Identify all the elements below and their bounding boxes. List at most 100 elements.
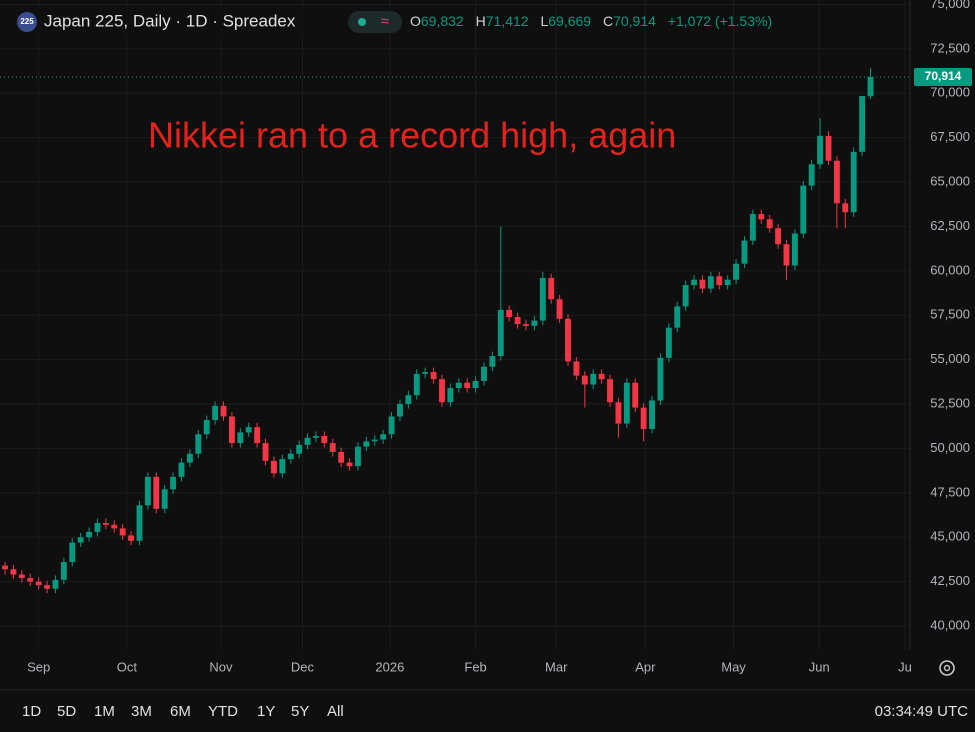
range-button[interactable]: 6M <box>170 703 191 720</box>
candle-body <box>766 219 773 229</box>
last-price-label: 70,914 <box>925 69 962 83</box>
candle-body <box>186 453 193 463</box>
range-button[interactable]: 5D <box>57 703 76 720</box>
candle-body <box>338 451 345 463</box>
candle-body <box>539 277 546 321</box>
candle-body <box>195 434 202 454</box>
candle-body <box>808 164 815 186</box>
symbol-title[interactable]: Japan 225, Daily · 1D · Spreadex <box>44 11 296 30</box>
candle-body <box>607 379 613 403</box>
range-button[interactable]: YTD <box>208 703 238 720</box>
candle-body <box>18 574 25 579</box>
x-tick-label: Apr <box>635 659 656 674</box>
toolbar: 1D 5D 1M 3M 6M YTD 1Y 5Y All <box>22 703 344 720</box>
candle-body <box>741 240 748 264</box>
candle-body <box>590 373 597 385</box>
y-tick-label: 70,000 <box>930 85 970 100</box>
x-tick-label: Sep <box>27 659 50 674</box>
x-tick-label: Jun <box>809 659 830 674</box>
candle-body <box>657 357 664 401</box>
candle-body <box>35 581 42 586</box>
candle-body <box>2 565 8 570</box>
settings-hub <box>943 664 951 672</box>
settings-icon[interactable] <box>939 660 955 676</box>
candle-body <box>363 441 370 447</box>
x-tick-label: 2026 <box>375 659 404 674</box>
y-tick-label: 57,500 <box>930 307 970 322</box>
candle-body <box>699 279 706 289</box>
symbol-icon[interactable] <box>17 12 37 32</box>
change-value: +1,072 (+1.53%) <box>668 13 772 29</box>
candle-body <box>279 459 286 474</box>
candle-body <box>573 361 580 376</box>
range-button[interactable]: 1M <box>94 703 115 720</box>
candle-body <box>707 276 714 289</box>
candle-body <box>649 400 655 429</box>
candle-body <box>144 476 151 506</box>
candle-body <box>464 382 471 389</box>
y-tick-label: 75,000 <box>930 0 970 11</box>
candle-body <box>397 404 403 417</box>
candle-body <box>296 444 303 454</box>
range-button[interactable]: All <box>327 703 344 720</box>
y-tick-label: 62,500 <box>930 218 970 233</box>
range-button[interactable]: 3M <box>131 703 152 720</box>
candle-body <box>800 185 807 234</box>
candle-body <box>212 405 219 421</box>
candle-body <box>447 388 454 403</box>
x-tick-label: Dec <box>291 659 315 674</box>
range-button[interactable]: 5Y <box>291 703 309 720</box>
high-value: 71,412 <box>486 13 529 29</box>
candle-body <box>52 579 59 589</box>
candle-body <box>128 535 135 541</box>
candle-body <box>497 309 504 357</box>
open-value: 69,832 <box>421 13 464 29</box>
candle-body <box>203 420 210 435</box>
close-label: C <box>603 13 613 29</box>
low-label: L <box>540 13 548 29</box>
low-value: 69,669 <box>548 13 591 29</box>
candle-body <box>86 531 93 538</box>
candle-body <box>581 375 588 385</box>
candle-body <box>691 279 697 286</box>
candle-body <box>170 476 177 490</box>
candle-body <box>531 320 538 326</box>
candle-body <box>119 528 126 536</box>
candle-body <box>523 324 529 326</box>
candle-body <box>455 382 462 389</box>
x-tick-label: Feb <box>464 659 486 674</box>
candle-body <box>615 402 622 424</box>
candle-body <box>775 228 782 245</box>
candle-body <box>346 462 353 467</box>
candle-body <box>640 407 647 429</box>
axes: 40,000 42,500 45,000 47,500 50,000 52,500 55,0… <box>27 0 972 674</box>
status-badge: ≈ <box>381 13 389 30</box>
candle-body <box>161 489 168 509</box>
candle-body <box>489 356 496 367</box>
candle-body <box>355 446 361 467</box>
candle-body <box>111 524 118 529</box>
candle-body <box>405 395 412 405</box>
candle-body <box>506 309 513 318</box>
candle-body <box>102 523 109 525</box>
candle-body <box>867 77 874 97</box>
y-tick-label: 60,000 <box>930 262 970 277</box>
range-button[interactable]: 1D <box>22 703 41 720</box>
candle-body <box>136 505 143 541</box>
candle-body <box>565 318 571 362</box>
candle-body <box>27 578 34 582</box>
candle-body <box>60 562 67 580</box>
candle-body <box>430 372 437 380</box>
candle-body <box>825 135 832 161</box>
candle-body <box>758 214 765 220</box>
candle-body <box>388 416 395 435</box>
status-pill[interactable] <box>348 11 402 33</box>
candle-body <box>682 285 689 307</box>
candle-body <box>371 439 378 442</box>
range-button[interactable]: 1Y <box>257 703 275 720</box>
candle-body <box>262 443 269 461</box>
clock: 03:34:49 UTC <box>875 703 969 720</box>
candle-body <box>245 427 252 433</box>
